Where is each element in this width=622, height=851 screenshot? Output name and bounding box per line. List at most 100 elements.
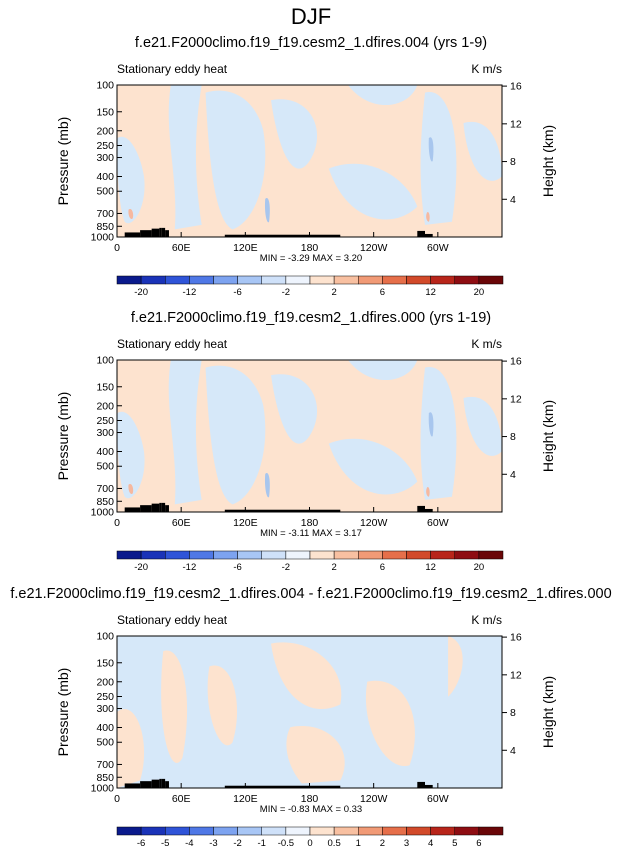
terrain-bar: [224, 509, 341, 512]
panel-units: K m/s: [471, 337, 502, 351]
colorbar-label: 0.5: [328, 838, 341, 849]
y-tick-label: 700: [96, 759, 114, 771]
terrain-bar: [425, 233, 433, 237]
x-tick-label: 180: [301, 517, 319, 529]
terrain-bar: [124, 783, 141, 788]
contour-region: [168, 360, 202, 505]
x-tick-label: 60E: [172, 793, 191, 805]
colorbar-swatch: [358, 550, 383, 560]
y-axis-right-title: Height (km): [540, 400, 556, 472]
panel-subtitle: Stationary eddy heat: [117, 337, 228, 351]
x-tick-label: 0: [114, 793, 120, 805]
y-tick-label: 100: [96, 355, 114, 367]
colorbar-swatch: [333, 275, 359, 285]
x-tick-label: 180: [301, 242, 319, 254]
terrain-bar: [425, 784, 433, 788]
x-tick-label: 60W: [427, 517, 449, 529]
figure-title: DJF: [291, 4, 331, 29]
y-tick-label: 1000: [91, 783, 115, 795]
terrain-bar: [124, 507, 141, 512]
contour-region: [420, 91, 457, 225]
colorbar-swatch: [237, 550, 262, 560]
contour-region: [428, 412, 434, 437]
colorbar-swatch: [309, 275, 335, 285]
colorbar-swatch: [430, 826, 455, 836]
y-right-tick-label: 12: [510, 118, 522, 130]
colorbar-swatch: [406, 550, 431, 560]
y-right-tick-label: 12: [510, 669, 522, 681]
colorbar-swatch: [189, 275, 214, 285]
y-right-tick-label: 8: [510, 707, 516, 719]
colorbar-label: -0.5: [278, 838, 294, 849]
x-tick-label: 0: [114, 242, 120, 254]
colorbar-label: -12: [183, 287, 197, 298]
min-max-text: MIN = -3.11 MAX = 3.17: [260, 528, 362, 539]
colorbar-swatch: [430, 275, 455, 285]
colorbar-swatch: [213, 550, 238, 560]
colorbar-label: 3: [404, 838, 409, 849]
colorbar-swatch: [358, 826, 383, 836]
contour-region: [348, 85, 418, 106]
colorbar-label: -5: [161, 838, 169, 849]
colorbar-label: 6: [380, 562, 385, 573]
colorbar-label: -4: [185, 838, 193, 849]
panel-2: f.e21.F2000climo.f19_f19.cesm2_1.dfires.…: [55, 310, 556, 573]
y-tick-label: 1000: [91, 232, 115, 244]
y-tick-label: 700: [96, 208, 114, 220]
terrain-bar: [159, 778, 162, 788]
y-axis-right-title: Height (km): [540, 676, 556, 748]
y-tick-label: 250: [96, 140, 114, 152]
contour-region: [128, 209, 134, 220]
colorbar-label: 6: [476, 838, 481, 849]
x-tick-label: 0: [114, 517, 120, 529]
y-tick-label: 1000: [91, 507, 115, 519]
colorbar-swatch: [261, 550, 287, 560]
y-tick-label: 100: [96, 80, 114, 92]
terrain-bar: [140, 505, 152, 512]
x-tick-label: 180: [301, 793, 319, 805]
y-tick-label: 250: [96, 691, 114, 703]
colorbar-label: -6: [233, 287, 241, 298]
y-tick-label: 150: [96, 657, 114, 669]
y-tick-label: 300: [96, 152, 114, 164]
terrain-bar: [159, 502, 162, 512]
terrain-bar: [165, 230, 169, 237]
colorbar-swatch: [285, 275, 311, 285]
terrain-bar: [165, 781, 169, 788]
colorbar-swatch: [333, 550, 359, 560]
terrain-bar: [151, 503, 160, 512]
y-tick-label: 150: [96, 381, 114, 393]
y-axis-title: Pressure (mb): [55, 117, 71, 206]
y-tick-label: 200: [96, 125, 114, 137]
y-tick-label: 200: [96, 400, 114, 412]
contour-region: [328, 438, 418, 495]
contour-field: [117, 360, 502, 512]
terrain-bar: [124, 232, 141, 237]
colorbar-label: -2: [233, 838, 241, 849]
contour-region: [428, 137, 434, 162]
x-tick-label: 120W: [360, 793, 388, 805]
colorbar-swatch: [309, 826, 335, 836]
terrain-bar: [161, 502, 166, 512]
panel-title: f.e21.F2000climo.f19_f19.cesm2_1.dfires.…: [135, 35, 487, 51]
colorbar-label: -6: [233, 562, 241, 573]
colorbar-swatch: [382, 275, 407, 285]
contour-region: [348, 360, 418, 381]
panel-units: K m/s: [471, 613, 502, 627]
panel-3: f.e21.F2000climo.f19_f19.cesm2_1.dfires.…: [10, 586, 611, 849]
y-right-tick-label: 16: [510, 356, 522, 368]
contour-region: [205, 90, 266, 230]
x-tick-label: 60E: [172, 242, 191, 254]
terrain-bar: [161, 778, 166, 788]
terrain-bar: [224, 785, 341, 788]
y-tick-label: 400: [96, 171, 114, 183]
colorbar-swatch: [261, 826, 287, 836]
contour-region: [117, 411, 145, 499]
colorbar-swatch: [261, 275, 287, 285]
colorbar-swatch: [406, 826, 431, 836]
contour-field: [117, 85, 502, 237]
terrain-bar: [159, 227, 162, 237]
contour-region: [463, 121, 502, 181]
y-tick-label: 850: [96, 772, 114, 784]
